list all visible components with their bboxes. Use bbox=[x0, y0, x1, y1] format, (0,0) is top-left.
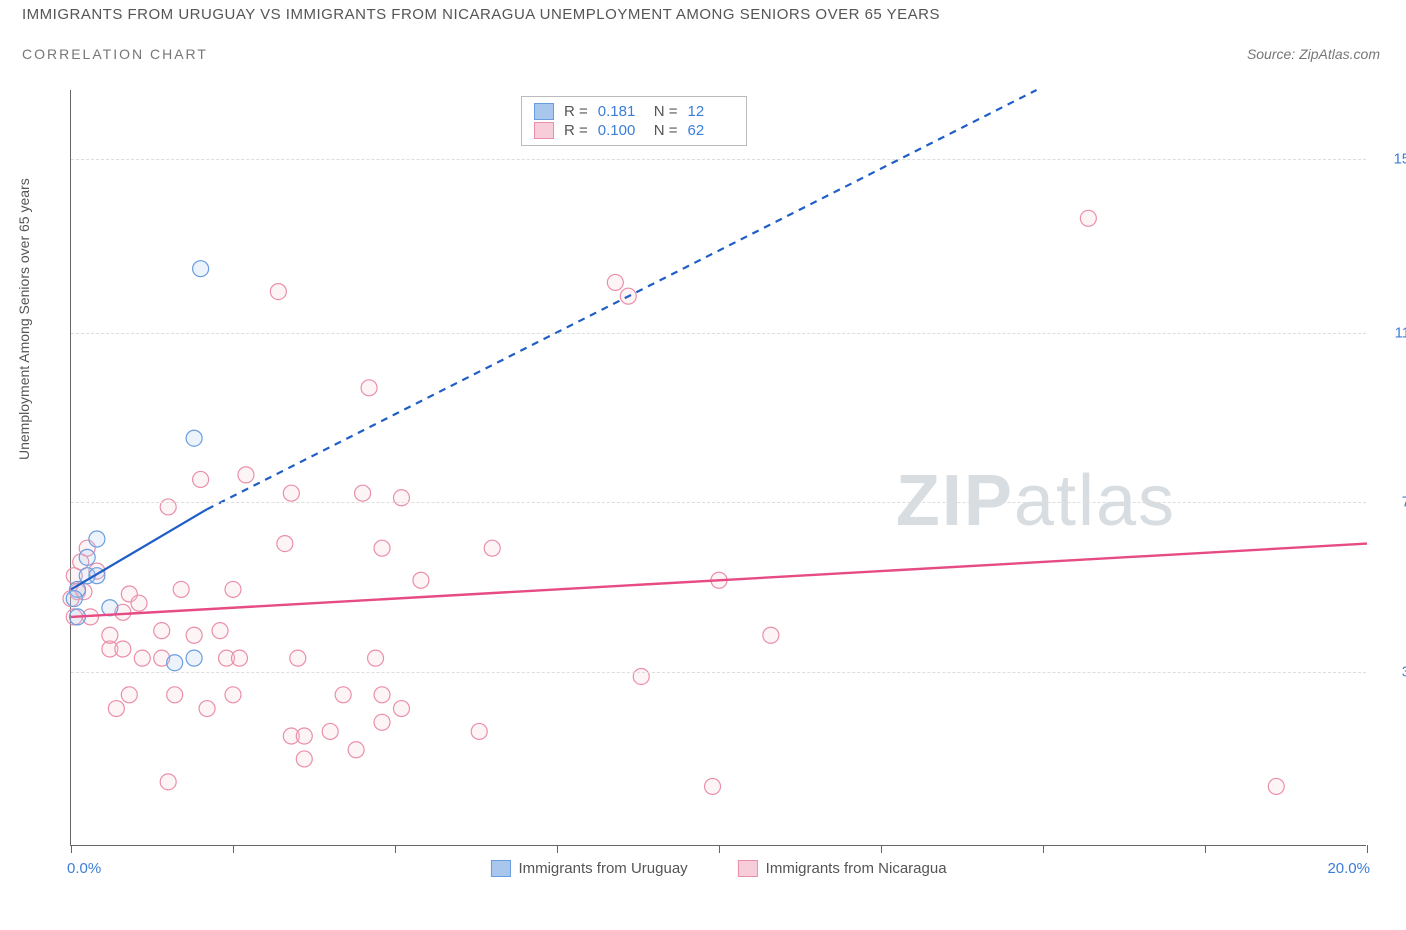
swatch-uruguay bbox=[490, 860, 510, 877]
data-point-uruguay bbox=[186, 430, 202, 446]
legend-item-uruguay: Immigrants from Uruguay bbox=[490, 860, 687, 877]
data-point-nicaragua bbox=[231, 650, 247, 666]
data-point-nicaragua bbox=[322, 723, 338, 739]
x-tick bbox=[71, 845, 72, 853]
x-tick bbox=[1205, 845, 1206, 853]
data-point-nicaragua bbox=[633, 668, 649, 684]
data-point-nicaragua bbox=[225, 687, 241, 703]
data-point-nicaragua bbox=[471, 723, 487, 739]
x-axis-min-label: 0.0% bbox=[67, 860, 101, 877]
data-point-nicaragua bbox=[108, 701, 124, 717]
x-tick bbox=[1043, 845, 1044, 853]
data-point-uruguay bbox=[79, 549, 95, 565]
series-name-nicaragua: Immigrants from Nicaragua bbox=[766, 860, 947, 877]
data-point-nicaragua bbox=[355, 485, 371, 501]
data-point-nicaragua bbox=[173, 581, 189, 597]
data-point-nicaragua bbox=[374, 687, 390, 703]
data-point-nicaragua bbox=[160, 499, 176, 515]
data-point-nicaragua bbox=[134, 650, 150, 666]
chart-subtitle: CORRELATION CHART bbox=[22, 46, 208, 62]
data-point-nicaragua bbox=[102, 627, 118, 643]
swatch-nicaragua bbox=[738, 860, 758, 877]
data-point-nicaragua bbox=[1080, 210, 1096, 226]
x-tick bbox=[395, 845, 396, 853]
gridline bbox=[71, 502, 1366, 503]
data-point-uruguay bbox=[89, 531, 105, 547]
data-point-nicaragua bbox=[296, 728, 312, 744]
gridline bbox=[71, 333, 1366, 334]
data-point-nicaragua bbox=[238, 467, 254, 483]
data-point-uruguay bbox=[193, 261, 209, 277]
data-point-nicaragua bbox=[368, 650, 384, 666]
x-tick bbox=[557, 845, 558, 853]
data-point-nicaragua bbox=[277, 536, 293, 552]
data-point-uruguay bbox=[66, 591, 82, 607]
data-point-nicaragua bbox=[413, 572, 429, 588]
series-name-uruguay: Immigrants from Uruguay bbox=[518, 860, 687, 877]
y-tick-label: 11.2% bbox=[1376, 324, 1406, 341]
data-point-nicaragua bbox=[131, 595, 147, 611]
trend-line-nicaragua bbox=[71, 544, 1367, 617]
data-point-nicaragua bbox=[1268, 778, 1284, 794]
data-point-nicaragua bbox=[115, 641, 131, 657]
chart-title: IMMIGRANTS FROM URUGUAY VS IMMIGRANTS FR… bbox=[22, 6, 940, 23]
data-point-nicaragua bbox=[335, 687, 351, 703]
plot-svg bbox=[71, 90, 1366, 845]
data-point-uruguay bbox=[167, 655, 183, 671]
data-point-nicaragua bbox=[763, 627, 779, 643]
y-axis-label: Unemployment Among Seniors over 65 years bbox=[16, 178, 32, 460]
x-tick bbox=[233, 845, 234, 853]
data-point-nicaragua bbox=[199, 701, 215, 717]
data-point-nicaragua bbox=[121, 687, 137, 703]
y-tick-label: 7.5% bbox=[1376, 494, 1406, 511]
data-point-nicaragua bbox=[374, 540, 390, 556]
data-point-nicaragua bbox=[283, 485, 299, 501]
data-point-nicaragua bbox=[270, 284, 286, 300]
data-point-nicaragua bbox=[193, 471, 209, 487]
data-point-nicaragua bbox=[167, 687, 183, 703]
gridline bbox=[71, 672, 1366, 673]
y-tick-label: 15.0% bbox=[1376, 150, 1406, 167]
x-tick bbox=[881, 845, 882, 853]
data-point-nicaragua bbox=[607, 274, 623, 290]
x-axis-max-label: 20.0% bbox=[1327, 860, 1370, 877]
source-label: Source: ZipAtlas.com bbox=[1247, 46, 1380, 62]
data-point-nicaragua bbox=[705, 778, 721, 794]
legend-item-nicaragua: Immigrants from Nicaragua bbox=[738, 860, 947, 877]
data-point-nicaragua bbox=[374, 714, 390, 730]
x-tick bbox=[719, 845, 720, 853]
data-point-nicaragua bbox=[393, 490, 409, 506]
gridline bbox=[71, 159, 1366, 160]
legend-series: Immigrants from Uruguay Immigrants from … bbox=[490, 860, 946, 877]
data-point-nicaragua bbox=[154, 623, 170, 639]
data-point-nicaragua bbox=[160, 774, 176, 790]
chart-area: ZIPatlas R = 0.181 N = 12 R = 0.100 N = … bbox=[70, 90, 1366, 846]
data-point-nicaragua bbox=[296, 751, 312, 767]
data-point-nicaragua bbox=[393, 701, 409, 717]
data-point-nicaragua bbox=[290, 650, 306, 666]
x-tick bbox=[1367, 845, 1368, 853]
data-point-nicaragua bbox=[212, 623, 228, 639]
data-point-nicaragua bbox=[225, 581, 241, 597]
data-point-nicaragua bbox=[348, 742, 364, 758]
data-point-nicaragua bbox=[186, 627, 202, 643]
data-point-uruguay bbox=[186, 650, 202, 666]
y-tick-label: 3.8% bbox=[1376, 663, 1406, 680]
data-point-nicaragua bbox=[484, 540, 500, 556]
data-point-nicaragua bbox=[361, 380, 377, 396]
